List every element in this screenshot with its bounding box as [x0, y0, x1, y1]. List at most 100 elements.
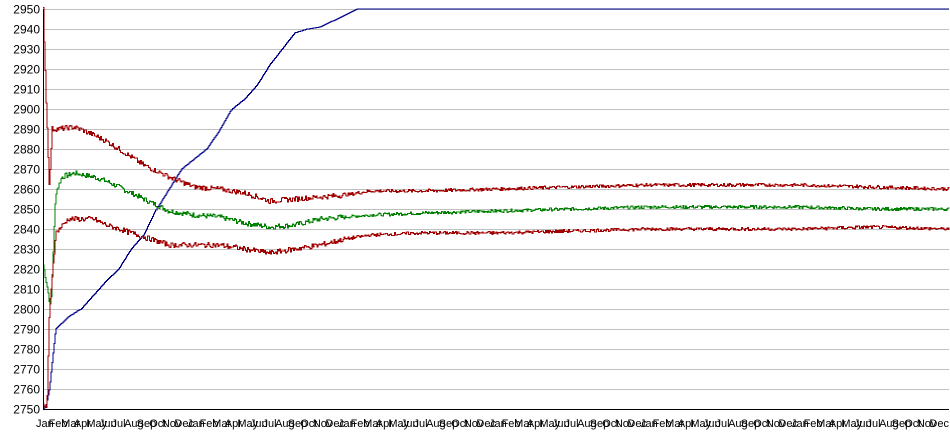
y-axis-tick-labels: 2750 2760 2770 2780 2790 2800 2810 2820 2830 2840… [13, 3, 40, 417]
y-tick-label: 2900 [13, 103, 40, 117]
x-tick-label: Mar [514, 418, 533, 430]
x-tick-label: Feb [200, 418, 219, 430]
x-tick-label: Mar [816, 418, 835, 430]
x-tick-label: Mar [61, 418, 80, 430]
gridlines [43, 9, 949, 410]
x-tick-label: Jan [640, 418, 658, 430]
y-tick-label: 2950 [13, 3, 40, 17]
x-tick-label: Nov [464, 418, 484, 430]
x-tick-label: Apr [678, 418, 695, 430]
x-tick-label: May [841, 418, 862, 430]
y-tick-label: 2770 [13, 363, 40, 377]
y-tick-label: 2870 [13, 163, 40, 177]
x-tick-label: Sep [137, 418, 157, 430]
x-tick-label: Oct [753, 418, 770, 430]
y-tick-label: 2810 [13, 283, 40, 297]
x-tick-label: Feb [804, 418, 823, 430]
x-tick-label: Feb [49, 418, 68, 430]
x-tick-label: Dec [476, 418, 496, 430]
y-tick-label: 2940 [13, 23, 40, 37]
series-line-3 [43, 7, 950, 204]
series-line-4 [43, 216, 950, 408]
x-tick-label: Apr [829, 418, 846, 430]
x-tick-label: Apr [74, 418, 91, 430]
x-tick-label: Jun [99, 418, 117, 430]
x-tick-label: Sep [439, 418, 459, 430]
x-tick-label: Jun [401, 418, 419, 430]
x-tick-label: Apr [527, 418, 544, 430]
x-tick-label: Feb [653, 418, 672, 430]
series-line-1 [43, 8, 949, 410]
x-tick-label: Jun [703, 418, 721, 430]
x-tick-label: Feb [351, 418, 370, 430]
y-tick-label: 2840 [13, 223, 40, 237]
y-tick-label: 2860 [13, 183, 40, 197]
y-tick-label: 2830 [13, 243, 40, 257]
y-tick-label: 2750 [13, 403, 40, 417]
x-tick-label: Apr [376, 418, 393, 430]
x-tick-label: Aug [728, 418, 748, 430]
x-tick-label: Oct [602, 418, 619, 430]
x-tick-label: Jul [263, 418, 277, 430]
series-lines [43, 7, 950, 410]
y-tick-label: 2880 [13, 143, 40, 157]
x-tick-label: May [86, 418, 107, 430]
y-tick-label: 2850 [13, 203, 40, 217]
x-tick-label: Dec [325, 418, 345, 430]
y-tick-label: 2920 [13, 63, 40, 77]
x-tick-label: Aug [577, 418, 597, 430]
x-tick-label: Dec [929, 418, 949, 430]
x-tick-label: Mar [212, 418, 231, 430]
y-tick-label: 2780 [13, 343, 40, 357]
x-tick-label: Nov [917, 418, 937, 430]
x-tick-label: Jun [552, 418, 570, 430]
x-tick-label: May [388, 418, 409, 430]
x-tick-label: Nov [162, 418, 182, 430]
x-tick-label: Jan [489, 418, 507, 430]
x-tick-label: Jan [187, 418, 205, 430]
x-tick-label: Jul [867, 418, 881, 430]
x-tick-label: Sep [892, 418, 912, 430]
x-tick-label: Nov [313, 418, 333, 430]
x-tick-label: May [690, 418, 711, 430]
x-tick-label: Mar [363, 418, 382, 430]
x-axis-tick-labels: JanFebMarAprMayJunJulAugSepOctNovDecJanF… [36, 418, 949, 430]
x-tick-label: May [237, 418, 258, 430]
x-tick-label: Jun [854, 418, 872, 430]
x-tick-label: Aug [426, 418, 446, 430]
y-tick-label: 2890 [13, 123, 40, 137]
x-tick-label: Jul [414, 418, 428, 430]
x-tick-label: Oct [149, 418, 166, 430]
y-tick-label: 2930 [13, 43, 40, 57]
x-tick-label: Jul [565, 418, 579, 430]
y-tick-label: 2910 [13, 83, 40, 97]
y-tick-label: 2820 [13, 263, 40, 277]
x-tick-label: Nov [766, 418, 786, 430]
y-tick-label: 2800 [13, 303, 40, 317]
x-tick-label: Dec [627, 418, 647, 430]
x-tick-label: Sep [741, 418, 761, 430]
x-tick-label: May [539, 418, 560, 430]
x-tick-label: Jul [716, 418, 730, 430]
x-tick-label: Jan [338, 418, 356, 430]
x-tick-label: Jan [36, 418, 54, 430]
x-tick-label: Jan [791, 418, 809, 430]
x-tick-label: Aug [275, 418, 295, 430]
x-tick-label: Jun [250, 418, 268, 430]
x-tick-label: Apr [225, 418, 242, 430]
x-tick-label: Nov [615, 418, 635, 430]
y-tick-label: 2760 [13, 383, 40, 397]
x-tick-label: Oct [904, 418, 921, 430]
x-tick-label: Mar [665, 418, 684, 430]
x-tick-label: Sep [288, 418, 308, 430]
x-tick-label: Sep [590, 418, 610, 430]
x-tick-label: Jul [112, 418, 126, 430]
series-line-2 [43, 170, 950, 305]
x-tick-label: Aug [879, 418, 899, 430]
y-tick-label: 2790 [13, 323, 40, 337]
x-tick-label: Dec [174, 418, 194, 430]
x-tick-label: Oct [300, 418, 317, 430]
x-tick-label: Oct [451, 418, 468, 430]
x-tick-label: Feb [502, 418, 521, 430]
